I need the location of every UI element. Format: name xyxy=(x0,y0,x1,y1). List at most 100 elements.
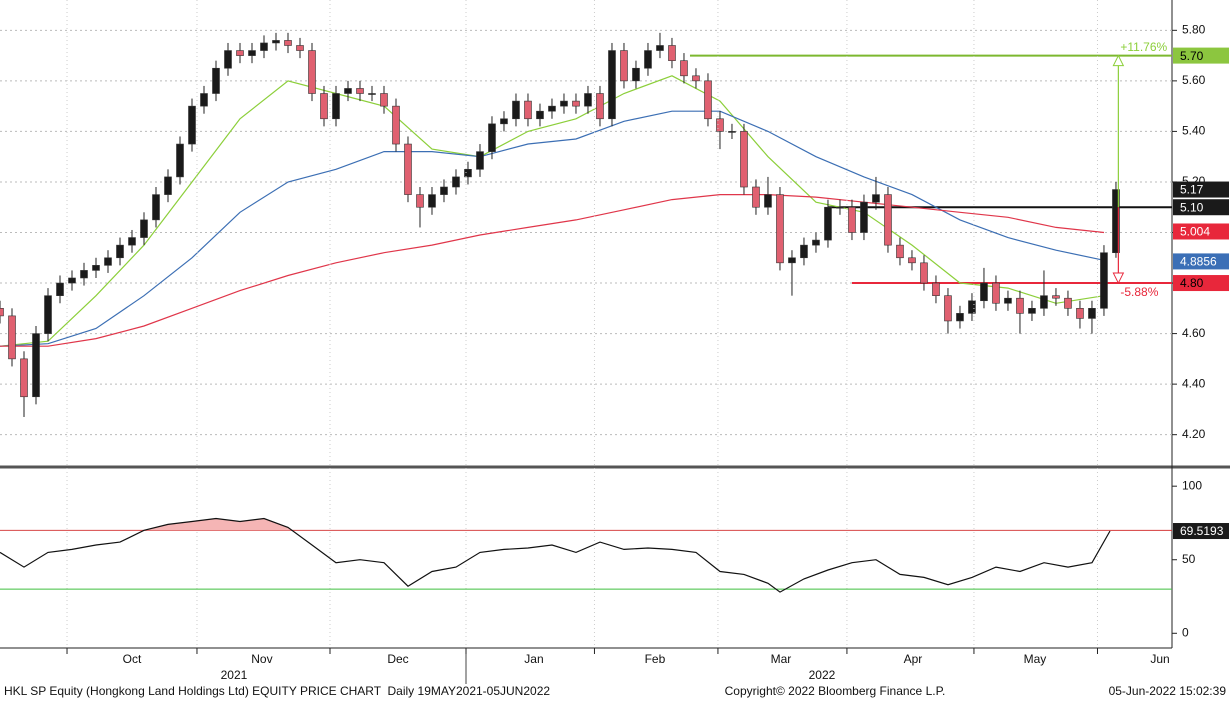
candle-body xyxy=(812,239,820,246)
candle-body xyxy=(284,40,292,46)
candle-body xyxy=(308,50,316,94)
arrow-label: -5.88% xyxy=(1120,285,1158,299)
candle-body xyxy=(1100,252,1108,309)
y-tick-label: 5.40 xyxy=(1182,124,1206,138)
y-tick-label: 4.60 xyxy=(1182,326,1206,340)
candle-body xyxy=(236,50,244,56)
price-tag-label: 5.70 xyxy=(1180,49,1204,63)
x-tick-label: Nov xyxy=(251,652,272,666)
footer-center: Copyright© 2022 Bloomberg Finance L.P. xyxy=(725,684,946,698)
candle-body xyxy=(320,93,328,120)
candle-body xyxy=(524,100,532,120)
price-tag-label: 4.80 xyxy=(1180,276,1204,290)
arrow-label: +11.76% xyxy=(1120,40,1167,54)
candle-body xyxy=(1040,295,1048,309)
candle-body xyxy=(248,50,256,56)
candle-body xyxy=(32,333,40,398)
candle-body xyxy=(8,315,16,360)
candle-body xyxy=(596,93,604,120)
candle-body xyxy=(464,169,472,178)
candle-body xyxy=(500,118,508,125)
candle-body xyxy=(188,105,196,145)
y-tick-label: 4.40 xyxy=(1182,376,1206,390)
y-tick-label: 100 xyxy=(1182,478,1202,492)
series-line xyxy=(0,75,1105,347)
candle-body xyxy=(716,118,724,132)
candle-body xyxy=(944,295,952,322)
candle-body xyxy=(224,50,232,69)
candle-body xyxy=(620,50,628,82)
candle-body xyxy=(392,105,400,145)
x-tick-label: Jan xyxy=(524,652,543,666)
year-label: 2022 xyxy=(809,668,836,682)
candle-body xyxy=(1064,297,1072,309)
candle-body xyxy=(164,176,172,195)
x-tick-label: Mar xyxy=(771,652,792,666)
x-tick-label: Apr xyxy=(904,652,923,666)
arrow-head xyxy=(1112,54,1125,67)
candle-body xyxy=(644,50,652,69)
candle-body xyxy=(728,131,736,133)
candle-body xyxy=(776,194,784,264)
candle-body xyxy=(800,244,808,259)
x-tick-label: Oct xyxy=(123,652,142,666)
candle-body xyxy=(668,45,676,61)
candle-body xyxy=(416,194,424,208)
candle-body xyxy=(656,45,664,51)
candle-body xyxy=(692,75,700,82)
year-label: 2021 xyxy=(221,668,248,682)
candle-body xyxy=(212,67,220,94)
price-tag xyxy=(1173,199,1229,216)
candle-body xyxy=(200,93,208,107)
price-tag-label: 5.17 xyxy=(1180,183,1204,197)
price-tag xyxy=(1173,253,1229,270)
candle-body xyxy=(260,42,268,51)
candle-body xyxy=(1088,308,1096,319)
candle-body xyxy=(752,186,760,208)
candle-body xyxy=(44,295,52,334)
candle-body xyxy=(152,194,160,221)
candle-body xyxy=(104,257,112,266)
candle-body xyxy=(1004,297,1012,304)
candle-body xyxy=(824,206,832,241)
candle-body xyxy=(1052,295,1060,299)
price-tag xyxy=(1173,275,1229,292)
candle-body xyxy=(788,257,796,264)
candle-body xyxy=(608,50,616,120)
candle-body xyxy=(128,237,136,246)
candle-body xyxy=(896,244,904,259)
series-line xyxy=(0,110,1105,347)
price-tag xyxy=(1173,47,1229,64)
candle-body xyxy=(584,93,592,107)
candle-body xyxy=(344,88,352,94)
candle-body xyxy=(476,151,484,170)
candle-body xyxy=(1016,297,1024,314)
x-tick-label: Jun xyxy=(1150,652,1169,666)
price-tag-label: 4.8856 xyxy=(1180,255,1217,269)
candle-body xyxy=(956,313,964,322)
price-tag xyxy=(1173,223,1229,240)
candle-body xyxy=(404,143,412,195)
candle-body xyxy=(332,93,340,120)
candle-body xyxy=(368,93,376,95)
candle-body xyxy=(140,219,148,238)
candle-body xyxy=(272,40,280,44)
series-line xyxy=(0,517,1111,593)
candle-body xyxy=(920,262,928,284)
candle-body xyxy=(848,206,856,233)
candle-body xyxy=(704,80,712,120)
candle-body xyxy=(884,194,892,246)
candle-body xyxy=(764,194,772,208)
candle-body xyxy=(980,282,988,302)
footer-left: HKL SP Equity (Hongkong Land Holdings Lt… xyxy=(4,684,550,698)
candle-body xyxy=(968,300,976,314)
candle-body xyxy=(440,186,448,195)
y-tick-label: 5.80 xyxy=(1182,22,1206,36)
price-tag xyxy=(1173,181,1229,198)
candle-body xyxy=(56,282,64,296)
candle-body xyxy=(872,194,880,203)
y-tick-label: 5.60 xyxy=(1182,73,1206,87)
candle-body xyxy=(680,60,688,77)
candle-body xyxy=(836,206,844,209)
